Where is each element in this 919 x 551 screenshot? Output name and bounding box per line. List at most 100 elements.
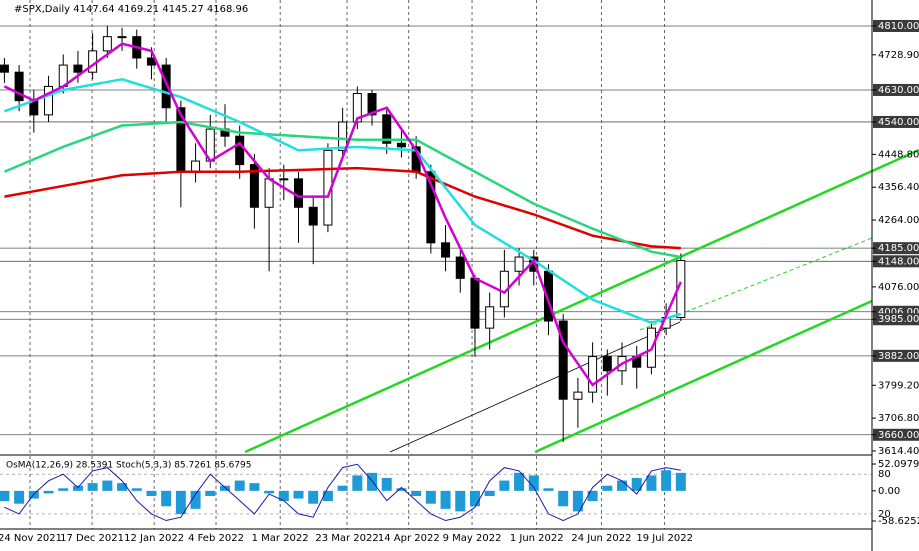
osma-bar: [249, 483, 260, 491]
level-label-box: [873, 19, 919, 32]
candle-body: [191, 160, 201, 173]
oscillator-title: OsMA(12,26,9) 28.5391 Stoch(5,3,3) 85.72…: [6, 461, 252, 471]
candle-body: [235, 135, 245, 166]
osma-bar: [425, 490, 436, 504]
osma-bar: [264, 490, 275, 494]
candle-body: [308, 206, 318, 226]
x-tick-label: 19 Jul 2022: [636, 533, 693, 544]
osma-bar: [455, 490, 466, 512]
y-tick-label: 4810.00: [878, 21, 919, 32]
candle-body: [0, 64, 9, 73]
trend-line: [389, 321, 681, 453]
osma-bar: [87, 483, 98, 491]
y-tick-label: 3882.00: [878, 351, 919, 362]
candle-body: [558, 320, 568, 400]
candle-body: [470, 277, 480, 329]
candle-body: [441, 242, 451, 258]
trend-channel-upper: [244, 148, 919, 454]
osma-bar: [440, 490, 451, 509]
level-label-box: [873, 428, 919, 441]
candle-body: [264, 178, 274, 208]
chart-title: #SPX,Daily 4147.64 4169.21 4145.27 4168.…: [14, 4, 248, 15]
x-tick-label: 24 Jun 2022: [571, 533, 631, 544]
y-tick-label: 4185.00: [878, 243, 919, 254]
grid: [0, 0, 872, 529]
osma-bar: [543, 488, 554, 491]
trend-channel-lower: [534, 299, 873, 454]
candle-body: [588, 356, 598, 393]
osc-tick-label: -58.6252: [878, 516, 919, 527]
osma-bar: [352, 475, 363, 491]
candle-body: [352, 93, 362, 123]
osma-bar: [631, 477, 642, 491]
osma-bar: [675, 472, 686, 491]
x-tick-label: 14 Apr 2022: [378, 533, 440, 544]
osma-bar: [337, 485, 348, 491]
osma-bar: [219, 485, 230, 491]
moving-average: [3, 120, 682, 259]
osma-bar: [175, 490, 186, 515]
osma-bar: [322, 490, 333, 502]
moving-average: [4, 166, 681, 250]
osma-bar: [558, 490, 569, 507]
stoch-line: [4, 463, 681, 522]
candle-body: [514, 256, 524, 272]
stoch-tick-label: 80: [878, 469, 891, 480]
osma-bar: [102, 480, 113, 491]
osma-bar: [146, 490, 157, 496]
osma-bar: [514, 472, 525, 491]
y-tick-label: 4448.80: [878, 149, 919, 160]
candle-body: [485, 306, 495, 329]
y-tick-label: 3614.40: [878, 446, 919, 457]
y-tick-label: 4540.00: [878, 117, 919, 128]
osma-bar: [117, 483, 128, 491]
osma-bar: [131, 488, 142, 491]
osma-bar: [308, 490, 319, 504]
candle-body: [455, 256, 465, 279]
marks: [0, 25, 686, 522]
osma-bar: [0, 490, 10, 502]
y-tick-label: 4356.40: [878, 182, 919, 193]
level-label-box: [873, 349, 919, 362]
y-tick-label: 4630.00: [878, 85, 919, 96]
x-tick-label: 1 Mar 2022: [252, 533, 309, 544]
osma-bar: [617, 480, 628, 491]
candle-body: [161, 64, 171, 109]
osma-bar: [161, 490, 172, 507]
level-label-box: [873, 83, 919, 96]
osc-tick-label: 52.0979: [878, 459, 919, 470]
x-tick-label: 17 Dec 2021: [60, 533, 124, 544]
y-tick-label: 4076.00: [878, 282, 919, 293]
candle-body: [367, 93, 377, 116]
candle-body: [573, 391, 583, 400]
osma-bar: [234, 480, 245, 491]
osma-bar: [381, 477, 392, 491]
level-label-box: [873, 242, 919, 255]
x-tick-label: 4 Feb 2022: [188, 533, 244, 544]
stoch-tick-label: 20: [878, 509, 891, 520]
osma-bar: [205, 490, 216, 496]
osc-tick-label: 0.00: [878, 486, 900, 497]
moving-average: [3, 42, 682, 387]
moving-average: [3, 78, 682, 325]
y-tick-label: 4264.00: [878, 215, 919, 226]
candle-body: [294, 178, 304, 208]
candle-body: [249, 164, 259, 208]
osma-bar: [293, 490, 304, 499]
osma-bar: [367, 472, 378, 491]
candle-body: [602, 356, 612, 372]
candle-body: [396, 142, 406, 148]
y-tick-label: 4148.00: [878, 256, 919, 267]
osma-bar: [190, 490, 201, 509]
x-tick-label: 9 May 2022: [443, 533, 502, 544]
candle-body: [44, 85, 54, 116]
osma-bar: [572, 490, 583, 512]
candle-body: [73, 64, 83, 73]
candle-body: [279, 178, 289, 181]
candle-body: [338, 121, 348, 151]
osma-bar: [43, 490, 54, 494]
level-label-box: [873, 115, 919, 128]
x-tick-label: 12 Jan 2022: [124, 533, 184, 544]
y-tick-label: 3660.00: [878, 430, 919, 441]
